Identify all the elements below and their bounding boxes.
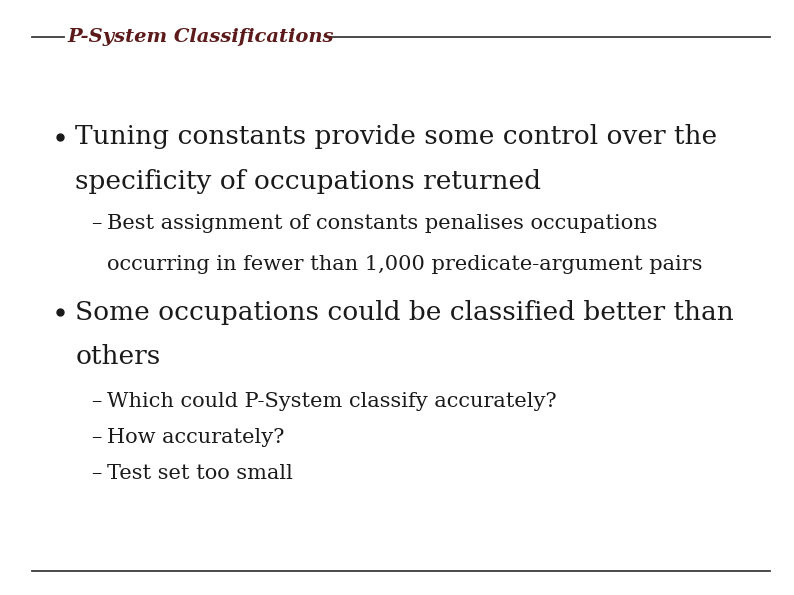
Text: Tuning constants provide some control over the: Tuning constants provide some control ov… bbox=[75, 124, 718, 149]
Text: How accurately?: How accurately? bbox=[107, 428, 284, 447]
Text: –: – bbox=[91, 392, 102, 411]
Text: Test set too small: Test set too small bbox=[107, 464, 293, 483]
Text: –: – bbox=[91, 214, 102, 233]
Text: –: – bbox=[91, 464, 102, 483]
Text: others: others bbox=[75, 345, 160, 369]
Text: specificity of occupations returned: specificity of occupations returned bbox=[75, 169, 542, 194]
Text: Which could P-System classify accurately?: Which could P-System classify accurately… bbox=[107, 392, 557, 411]
Text: –: – bbox=[91, 428, 102, 447]
Text: Best assignment of constants penalises occupations: Best assignment of constants penalises o… bbox=[107, 214, 657, 233]
Text: P-System Classifications: P-System Classifications bbox=[67, 28, 334, 46]
Text: Some occupations could be classified better than: Some occupations could be classified bet… bbox=[75, 300, 734, 325]
Text: occurring in fewer than 1,000 predicate-argument pairs: occurring in fewer than 1,000 predicate-… bbox=[107, 255, 703, 274]
